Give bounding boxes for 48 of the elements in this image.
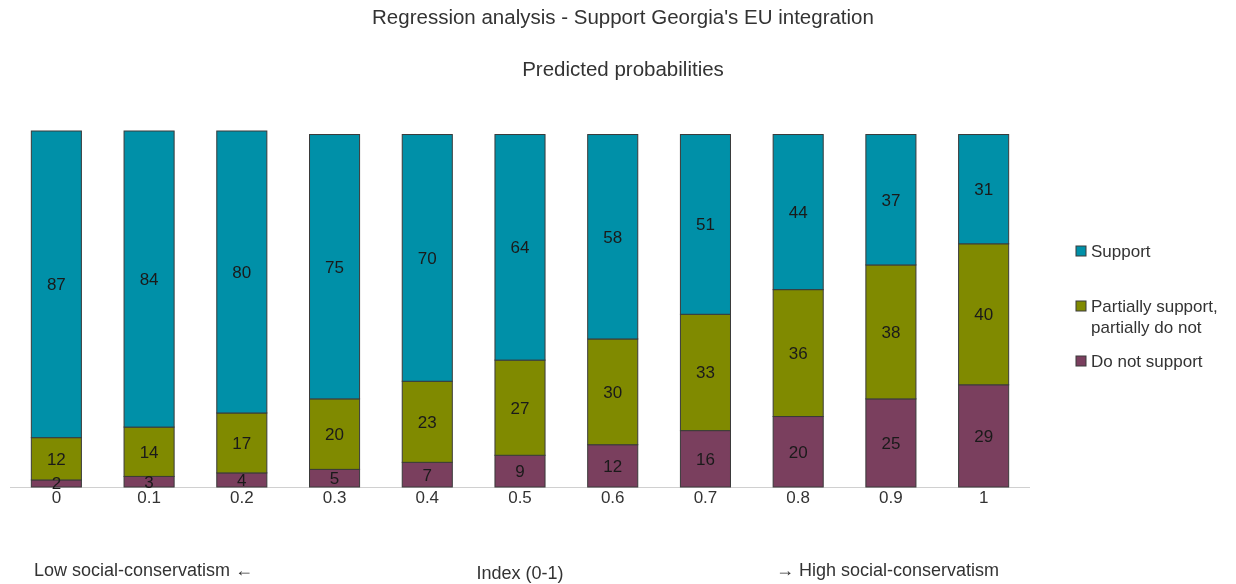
data-label: 20 — [788, 442, 808, 462]
legend-label: Support — [1091, 241, 1151, 261]
data-label: 12 — [46, 449, 66, 469]
x-tick-label: 0.2 — [230, 488, 254, 507]
data-label: 5 — [329, 469, 340, 489]
x-axis-title: Index (0-1) — [476, 563, 564, 583]
data-label: 23 — [417, 412, 437, 432]
text: Low social-conservatism ← — [34, 560, 254, 580]
data-label: 16 — [695, 449, 715, 469]
x-tick-label: 0.5 — [508, 488, 532, 507]
data-label: 25 — [881, 433, 901, 453]
data-label: 70 — [417, 248, 437, 268]
data-label: 20 — [325, 425, 345, 445]
chart-subtitle: Predicted probabilities — [522, 57, 724, 80]
x-tick-label: 0.7 — [693, 488, 718, 507]
data-label: 84 — [139, 269, 159, 289]
x-tick-label: 0.6 — [600, 488, 625, 507]
data-label: 12 — [603, 456, 623, 476]
data-label: 29 — [974, 426, 994, 446]
text: → High social-conservatism — [775, 560, 999, 580]
data-label: 36 — [788, 344, 808, 364]
x-tick-label: 0.8 — [786, 488, 810, 507]
chart-title: Regression analysis - Support Georgia's EU integration — [372, 5, 874, 28]
legend-label: Do not support — [1091, 351, 1203, 371]
x-tick-label: 0.9 — [879, 488, 903, 507]
data-label: 14 — [139, 442, 159, 462]
x-tick-label: 1 — [978, 488, 989, 507]
data-label: 51 — [695, 215, 715, 235]
data-label: 58 — [603, 227, 623, 247]
data-label: 33 — [695, 363, 715, 383]
data-label: 9 — [515, 462, 525, 482]
data-label: 27 — [510, 398, 530, 418]
data-label: 64 — [510, 238, 530, 258]
data-label: 31 — [974, 180, 994, 200]
data-label: 30 — [603, 382, 623, 402]
legend-label: Partially support, partially do not — [1091, 296, 1218, 337]
x-tick-label: 0.3 — [322, 488, 347, 507]
data-label: 75 — [325, 257, 345, 277]
x-tick-label: 0.4 — [415, 488, 440, 507]
data-label: 38 — [881, 322, 901, 342]
data-label: 4 — [237, 470, 247, 490]
data-label: 40 — [974, 305, 994, 325]
data-label: 87 — [46, 275, 66, 295]
data-label: 17 — [232, 433, 252, 453]
data-label: 44 — [788, 203, 808, 223]
data-label: 7 — [422, 465, 433, 485]
data-label: 37 — [881, 190, 901, 210]
data-label: 80 — [232, 262, 252, 282]
